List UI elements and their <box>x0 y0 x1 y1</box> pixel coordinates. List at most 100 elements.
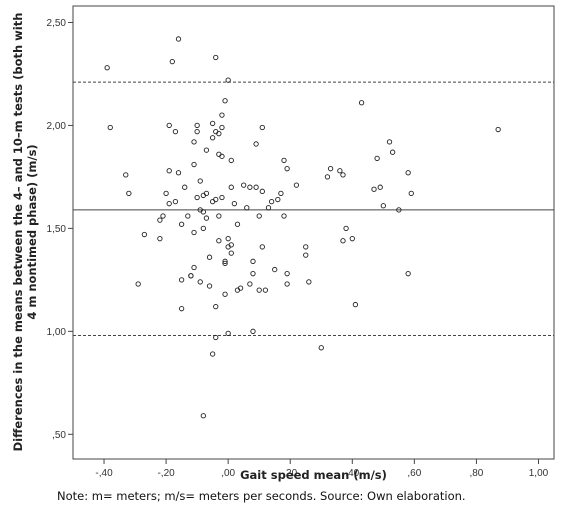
data-point <box>247 281 253 287</box>
data-point <box>259 188 265 194</box>
x-axis-title: Gait speed mean (m/s) <box>240 468 387 482</box>
data-point <box>303 244 309 250</box>
data-point <box>405 170 411 176</box>
data-point <box>178 277 185 283</box>
y-tick-label: 1,50 <box>47 224 67 235</box>
data-point <box>182 184 188 190</box>
data-point <box>172 128 179 135</box>
data-point <box>349 236 355 242</box>
data-point <box>200 225 206 232</box>
x-tick-label: 1,00 <box>529 468 549 479</box>
data-point <box>216 213 222 219</box>
data-point <box>293 182 300 188</box>
data-point <box>228 184 234 190</box>
data-point <box>157 217 163 223</box>
data-point <box>123 172 129 178</box>
data-point <box>172 198 179 205</box>
x-tick-label: -,40 <box>95 468 113 479</box>
data-point <box>213 196 219 203</box>
data-point <box>228 242 234 248</box>
data-point <box>206 283 213 289</box>
data-point <box>222 98 228 104</box>
data-point <box>371 186 377 192</box>
data-point <box>206 254 213 260</box>
data-point <box>284 271 290 277</box>
data-point <box>340 172 346 178</box>
data-point <box>107 124 113 131</box>
figure-caption: Note: m= meters; m/s= meters per seconds… <box>57 489 466 503</box>
data-point <box>219 153 225 159</box>
data-point <box>284 166 290 172</box>
data-point <box>327 166 334 172</box>
data-point <box>213 303 219 310</box>
data-point <box>200 209 206 215</box>
y-tick-label: 2,00 <box>47 121 67 132</box>
data-points <box>104 36 501 419</box>
data-point <box>104 65 110 71</box>
y-axis-title-line-2: 4 m nontimed phase) (m/s) <box>25 144 39 319</box>
data-point <box>185 213 191 219</box>
data-point <box>175 36 182 42</box>
data-point <box>275 196 281 203</box>
data-point <box>380 203 386 209</box>
data-point <box>222 291 228 297</box>
data-point <box>352 301 359 308</box>
data-point <box>225 330 231 337</box>
y-tick-label: ,50 <box>52 430 66 441</box>
data-point <box>386 139 393 145</box>
data-point <box>216 131 222 137</box>
data-point <box>244 205 250 211</box>
data-point <box>188 273 194 279</box>
x-tick-label: ,80 <box>469 468 483 479</box>
data-point <box>222 260 228 267</box>
data-point <box>200 413 206 419</box>
data-point <box>281 213 287 219</box>
data-point <box>253 184 259 190</box>
data-point <box>234 221 241 227</box>
data-point <box>259 244 265 250</box>
data-point <box>272 266 278 273</box>
data-point <box>377 184 383 190</box>
data-point <box>191 161 197 168</box>
data-point <box>228 250 234 256</box>
data-point <box>265 205 272 211</box>
data-point <box>209 351 216 357</box>
plot-area-frame <box>72 5 555 460</box>
data-point <box>253 141 259 147</box>
data-point <box>337 168 343 174</box>
data-point <box>178 221 185 227</box>
data-point <box>225 236 231 242</box>
data-point <box>203 215 210 221</box>
y-tick-label: 2,50 <box>47 18 67 29</box>
data-point <box>191 229 197 236</box>
data-point <box>194 128 200 135</box>
data-point <box>178 306 185 312</box>
data-point <box>191 264 197 271</box>
data-point <box>225 77 231 83</box>
data-point <box>405 271 411 277</box>
data-point <box>213 54 219 61</box>
data-point <box>389 149 396 155</box>
data-point <box>231 201 238 207</box>
data-point <box>228 157 234 164</box>
data-point <box>256 287 262 293</box>
data-point <box>219 194 225 201</box>
data-point <box>281 157 287 164</box>
reference-lines <box>73 81 554 336</box>
data-point <box>169 58 175 65</box>
data-point <box>126 190 132 197</box>
data-point <box>256 213 262 219</box>
data-point <box>318 345 324 351</box>
y-axis-ticks: ,50 1,00 1,50 2,00 2,50 <box>47 18 73 441</box>
y-axis-title: Differences in the means between the 4– … <box>11 13 39 452</box>
data-point <box>216 238 222 244</box>
data-point <box>396 207 402 213</box>
data-point <box>241 182 247 188</box>
data-point <box>250 271 256 277</box>
x-tick-label: ,40 <box>345 468 359 479</box>
data-point <box>340 238 346 244</box>
data-point <box>135 281 141 287</box>
data-point <box>324 174 331 180</box>
data-point <box>166 122 172 129</box>
data-point <box>284 281 290 287</box>
